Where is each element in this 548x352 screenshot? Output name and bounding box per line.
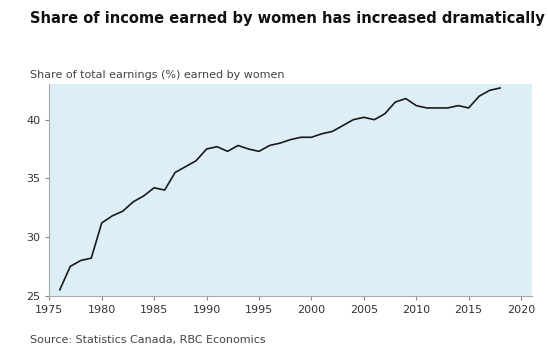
Text: Share of income earned by women has increased dramatically since 1976: Share of income earned by women has incr… [30, 11, 548, 26]
Text: Source: Statistics Canada, RBC Economics: Source: Statistics Canada, RBC Economics [30, 335, 266, 345]
Text: Share of total earnings (%) earned by women: Share of total earnings (%) earned by wo… [30, 70, 284, 80]
